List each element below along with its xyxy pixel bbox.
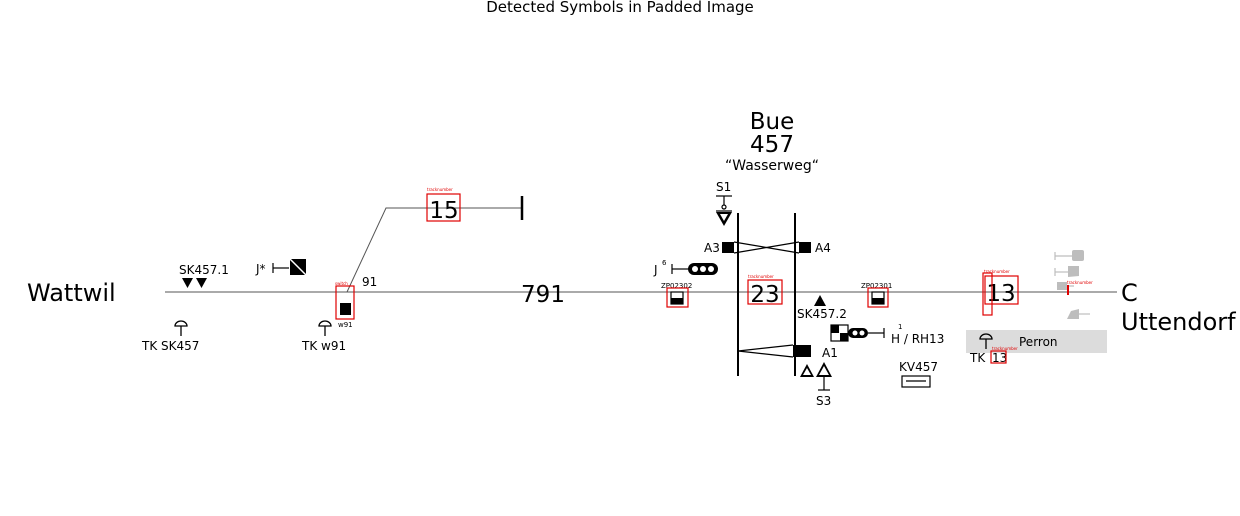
detection-box bbox=[747, 279, 783, 305]
track-number-13: 13 bbox=[986, 281, 1015, 307]
faded-symbol bbox=[1057, 282, 1074, 290]
signal-label: KV457 bbox=[899, 360, 938, 374]
detection-tag: tracknumber bbox=[748, 274, 774, 279]
faded-symbol bbox=[1054, 250, 1084, 261]
signal-label: SK457.2 bbox=[797, 307, 847, 321]
signal-label: TK w91 bbox=[301, 339, 346, 353]
detection-box bbox=[982, 272, 993, 316]
signal-label: H / RH13 bbox=[891, 332, 944, 346]
endpoint-right-name: Uttendorf bbox=[1121, 308, 1236, 336]
detection-box bbox=[335, 285, 355, 320]
detection-tag: tracknumber bbox=[992, 346, 1018, 351]
detection-box bbox=[666, 287, 689, 308]
track-circuit-icon bbox=[174, 320, 188, 336]
signal-label: S1 bbox=[716, 180, 731, 194]
detection-box bbox=[984, 275, 1019, 305]
station-subtitle: “Wasserweg“ bbox=[725, 158, 819, 174]
station-name: Bue bbox=[750, 109, 795, 135]
crossed-box-icon bbox=[289, 258, 307, 276]
signal-label: SK457.1 bbox=[179, 263, 229, 277]
detection-box bbox=[426, 193, 461, 222]
balise-icon bbox=[670, 291, 684, 305]
detection-label: ZP02301 bbox=[861, 282, 892, 290]
faded-symbol bbox=[1067, 309, 1090, 319]
signal-label: J bbox=[653, 263, 658, 277]
faded-symbol bbox=[1054, 266, 1079, 277]
switch-label: w91 bbox=[338, 321, 353, 329]
signal-superscript: 6 bbox=[662, 259, 667, 267]
track-circuit-icon bbox=[318, 320, 332, 336]
figure-title: Detected Symbols in Padded Image bbox=[486, 0, 754, 16]
detection-box bbox=[990, 350, 1007, 364]
kv-box-icon bbox=[901, 375, 931, 388]
signal-s1-icon bbox=[716, 195, 732, 226]
signal-a1-icon bbox=[737, 344, 811, 358]
siding-track-15 bbox=[346, 207, 522, 293]
crossover bbox=[722, 241, 811, 254]
signal-label: A3 bbox=[704, 241, 720, 255]
track-number-15: 15 bbox=[429, 198, 458, 224]
switch-marker bbox=[340, 303, 351, 315]
signal-label: 13 bbox=[992, 351, 1007, 365]
triangle-down-icon bbox=[196, 278, 207, 288]
detection-tag: tracknumber bbox=[1067, 280, 1093, 285]
triangle-down-icon bbox=[182, 278, 193, 288]
platform-label: Perron bbox=[1019, 335, 1058, 349]
signal-j6-icon bbox=[671, 263, 718, 275]
endpoint-right-letter: C bbox=[1121, 279, 1138, 307]
triangle-up-icon bbox=[814, 295, 826, 306]
station-number: 457 bbox=[750, 132, 794, 158]
track-number-791: 791 bbox=[521, 282, 565, 308]
signal-superscript: 1 bbox=[898, 323, 902, 331]
detection-box bbox=[867, 287, 889, 308]
signal-h-rh13-icon bbox=[830, 324, 885, 342]
platform bbox=[966, 330, 1107, 353]
detection-tag: tracknumber bbox=[984, 269, 1010, 274]
detection-tag: tracknumber bbox=[427, 187, 453, 192]
signal-label: TK SK457 bbox=[141, 339, 199, 353]
signal-label: J* bbox=[255, 262, 266, 276]
endpoint-left: Wattwil bbox=[27, 279, 116, 307]
signal-label: TK bbox=[969, 351, 986, 365]
signal-label: A1 bbox=[822, 346, 838, 360]
switch-number-91: 91 bbox=[362, 275, 377, 289]
balise-icon bbox=[871, 291, 885, 305]
signal-label: S3 bbox=[816, 394, 831, 408]
detection-label: ZP02302 bbox=[661, 282, 692, 290]
detection-tag: switch bbox=[335, 281, 348, 286]
track-circuit-icon bbox=[979, 333, 993, 349]
signal-label: A4 bbox=[815, 241, 831, 255]
signal-s3-icon bbox=[800, 362, 832, 391]
